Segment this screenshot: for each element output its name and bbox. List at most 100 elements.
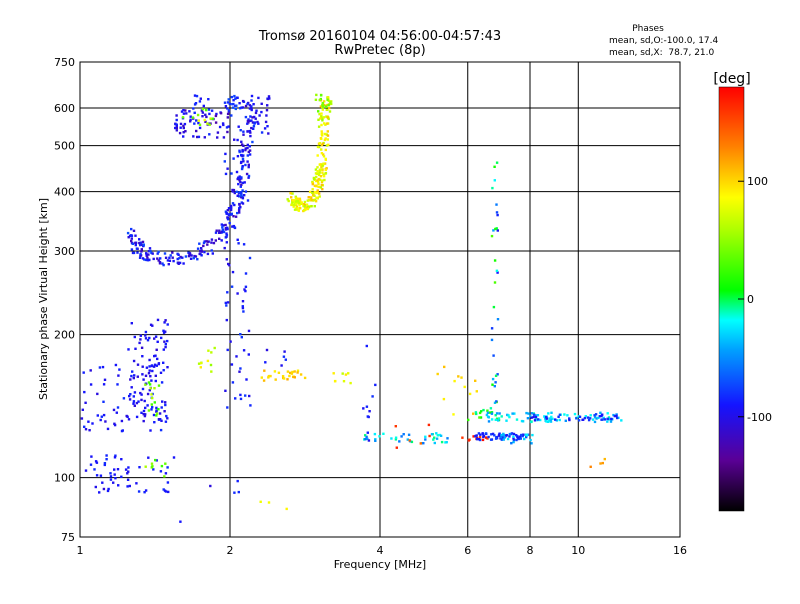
echo-point [189,120,192,123]
echo-point [472,435,475,438]
echo-point [226,116,229,119]
echo-point [366,415,369,418]
echo-point [606,420,609,423]
echo-point [244,147,247,150]
echo-point [347,372,350,375]
echo-point [582,418,585,421]
echo-point [148,383,152,386]
echo-point [148,369,151,372]
echo-point [291,370,294,374]
echo-point [432,438,435,441]
echo-point [163,340,166,343]
echo-point [320,130,323,133]
echo-point [151,406,154,409]
echo-point [146,259,149,262]
echo-point [189,257,193,260]
echo-point [182,131,185,134]
echo-point [497,419,500,422]
echo-point [241,106,245,109]
echo-point [139,252,142,256]
echo-point [321,187,324,191]
echo-point [495,400,498,403]
echo-point [131,370,134,373]
echo-point [490,234,494,238]
echo-point [264,120,268,124]
echo-point [150,462,154,465]
echo-point [102,400,105,403]
echo-point [230,114,233,117]
echo-point [233,94,236,98]
echo-point [298,204,301,207]
echo-point [155,409,158,412]
echo-point [144,489,148,492]
echo-point [169,254,172,257]
echo-point [199,361,203,365]
echo-point [286,370,290,373]
echo-point [126,472,129,475]
echo-point [313,205,316,208]
echo-point [487,416,490,419]
echo-point [120,475,123,478]
echo-point [606,417,609,421]
echo-point [211,117,214,120]
echo-point [481,438,485,442]
echo-point [103,378,107,381]
echo-point [602,416,605,420]
echo-point [478,416,481,419]
echo-point [551,417,554,420]
echo-point [227,262,230,266]
echo-point [189,115,192,118]
echo-point [329,101,332,104]
echo-point [228,213,231,216]
chart-subtitle: RwPretec (8p) [334,43,425,58]
echo-point [122,397,126,400]
echo-point [176,252,179,256]
echo-point [487,435,490,439]
echo-point [239,333,242,336]
echo-point [390,437,393,440]
echo-point [96,392,99,396]
echo-point [223,246,226,250]
echo-point [532,415,535,419]
echo-point [210,249,213,252]
echo-point [293,376,296,379]
echo-point [489,407,493,410]
echo-point [225,241,228,244]
echo-point [260,110,263,114]
echo-point [154,374,157,377]
echo-point [612,413,615,417]
echo-point [133,374,136,377]
echo-point [502,433,505,437]
echo-point [318,112,321,116]
echo-point [166,417,169,420]
echo-point [128,398,132,401]
echo-point [136,251,139,254]
echo-point [317,177,320,181]
echo-point [314,190,317,194]
echo-point [303,209,306,212]
echo-point [235,170,239,174]
echo-point [577,419,581,422]
echo-point [508,435,511,438]
echo-point [601,413,604,416]
echo-point [475,390,478,393]
echo-point [308,190,312,194]
echo-point [573,412,577,416]
echo-point [364,434,367,437]
echo-point [192,257,195,260]
echo-point [145,252,148,255]
echo-point [156,357,159,361]
echo-point [601,418,604,421]
echo-point [288,374,291,378]
echo-point [495,161,499,164]
colorbar-tick-label: 0 [747,293,754,306]
echo-point [502,438,505,441]
echo-point [127,470,130,473]
echo-point [201,115,204,118]
echo-point [493,385,496,388]
x-tick-label: 16 [673,544,687,557]
echo-point [106,427,110,431]
echo-point [235,355,238,358]
echo-point [219,112,223,115]
echo-point [250,126,253,130]
